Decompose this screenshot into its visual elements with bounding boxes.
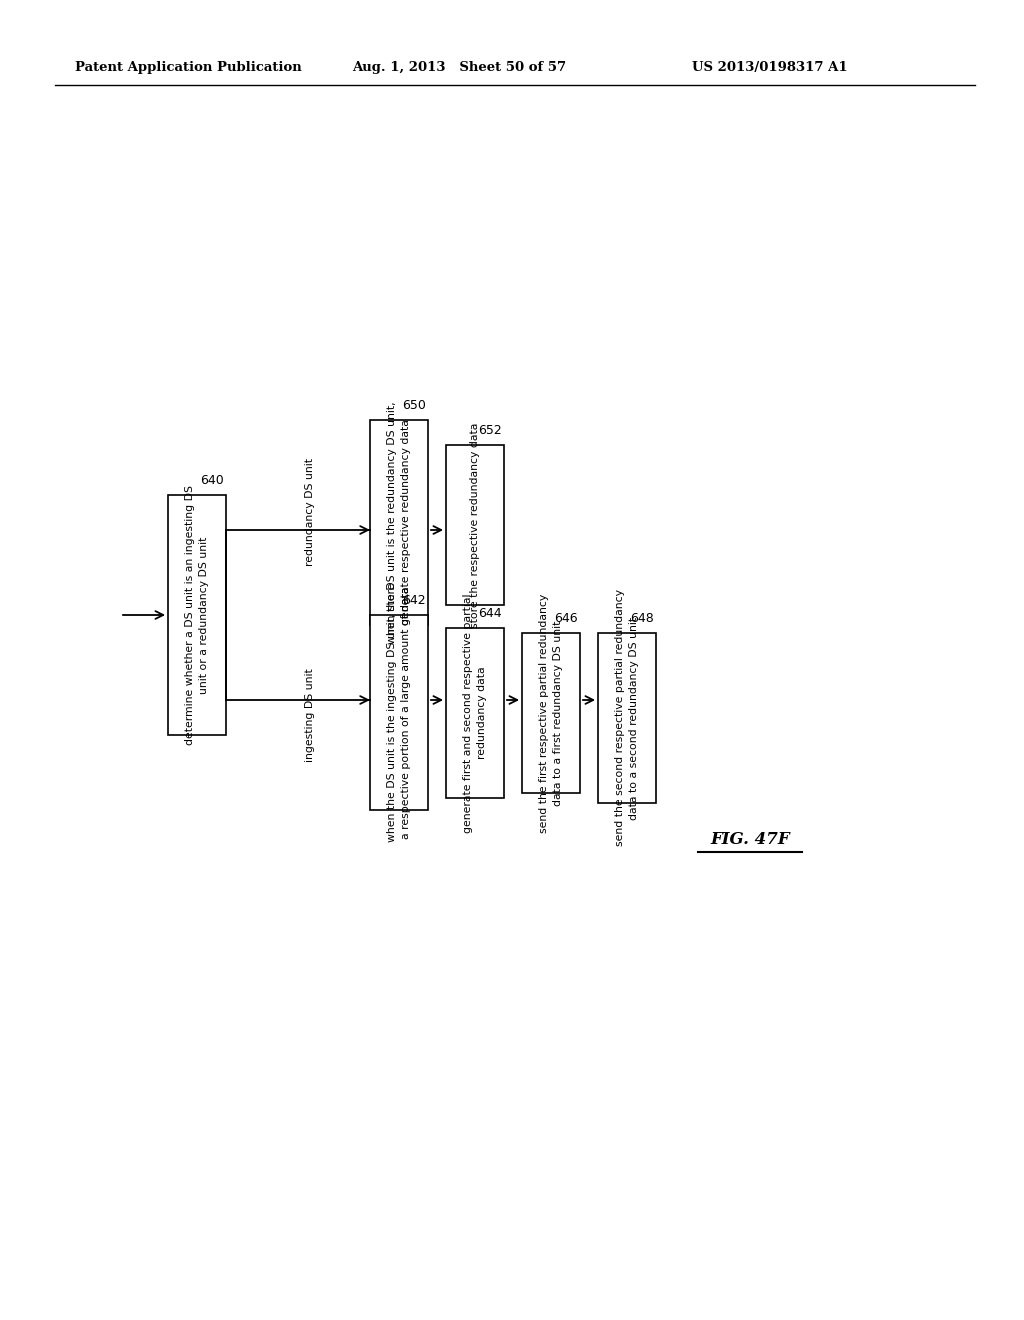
- Text: 646: 646: [554, 612, 578, 624]
- Text: 652: 652: [478, 424, 502, 437]
- Text: store the respective redundancy data: store the respective redundancy data: [470, 422, 480, 628]
- Bar: [446, 445, 504, 605]
- Text: ingesting DS unit: ingesting DS unit: [305, 668, 315, 762]
- Bar: [446, 628, 504, 799]
- Text: 650: 650: [402, 399, 426, 412]
- Text: Aug. 1, 2013   Sheet 50 of 57: Aug. 1, 2013 Sheet 50 of 57: [352, 62, 566, 74]
- Text: FIG. 47F: FIG. 47F: [711, 832, 790, 849]
- Text: send the first respective partial redundancy
data to a first redundancy DS unit: send the first respective partial redund…: [540, 594, 562, 833]
- Text: when the DS unit is the ingesting DS unit, store
a respective portion of a large: when the DS unit is the ingesting DS uni…: [387, 582, 411, 842]
- Bar: [168, 495, 226, 735]
- Text: send the second respective partial redundancy
data to a second redundancy DS uni: send the second respective partial redun…: [615, 590, 639, 846]
- Text: 642: 642: [402, 594, 426, 607]
- Bar: [522, 634, 580, 793]
- Text: Patent Application Publication: Patent Application Publication: [75, 62, 302, 74]
- Text: redundancy DS unit: redundancy DS unit: [305, 458, 315, 566]
- Text: when the DS unit is the redundancy DS unit,
generate respective redundancy data: when the DS unit is the redundancy DS un…: [387, 401, 411, 644]
- Text: generate first and second respective partial
redundancy data: generate first and second respective par…: [464, 593, 486, 833]
- Text: determine whether a DS unit is an ingesting DS
unit or a redundancy DS unit: determine whether a DS unit is an ingest…: [185, 484, 209, 744]
- Text: 644: 644: [478, 607, 502, 620]
- Text: 648: 648: [630, 612, 654, 624]
- Bar: [370, 420, 428, 624]
- Text: 640: 640: [201, 474, 224, 487]
- Text: US 2013/0198317 A1: US 2013/0198317 A1: [692, 62, 848, 74]
- Bar: [370, 615, 428, 810]
- Bar: [598, 634, 656, 803]
